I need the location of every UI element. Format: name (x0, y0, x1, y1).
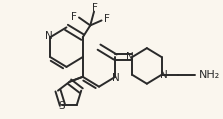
Text: NH₂: NH₂ (199, 70, 220, 80)
Text: F: F (104, 15, 110, 25)
Text: F: F (92, 3, 98, 13)
Text: N: N (45, 31, 53, 41)
Text: S: S (58, 101, 65, 111)
Text: N: N (112, 73, 120, 83)
Text: N: N (126, 52, 134, 62)
Text: N: N (159, 70, 167, 80)
Text: F: F (71, 12, 77, 22)
